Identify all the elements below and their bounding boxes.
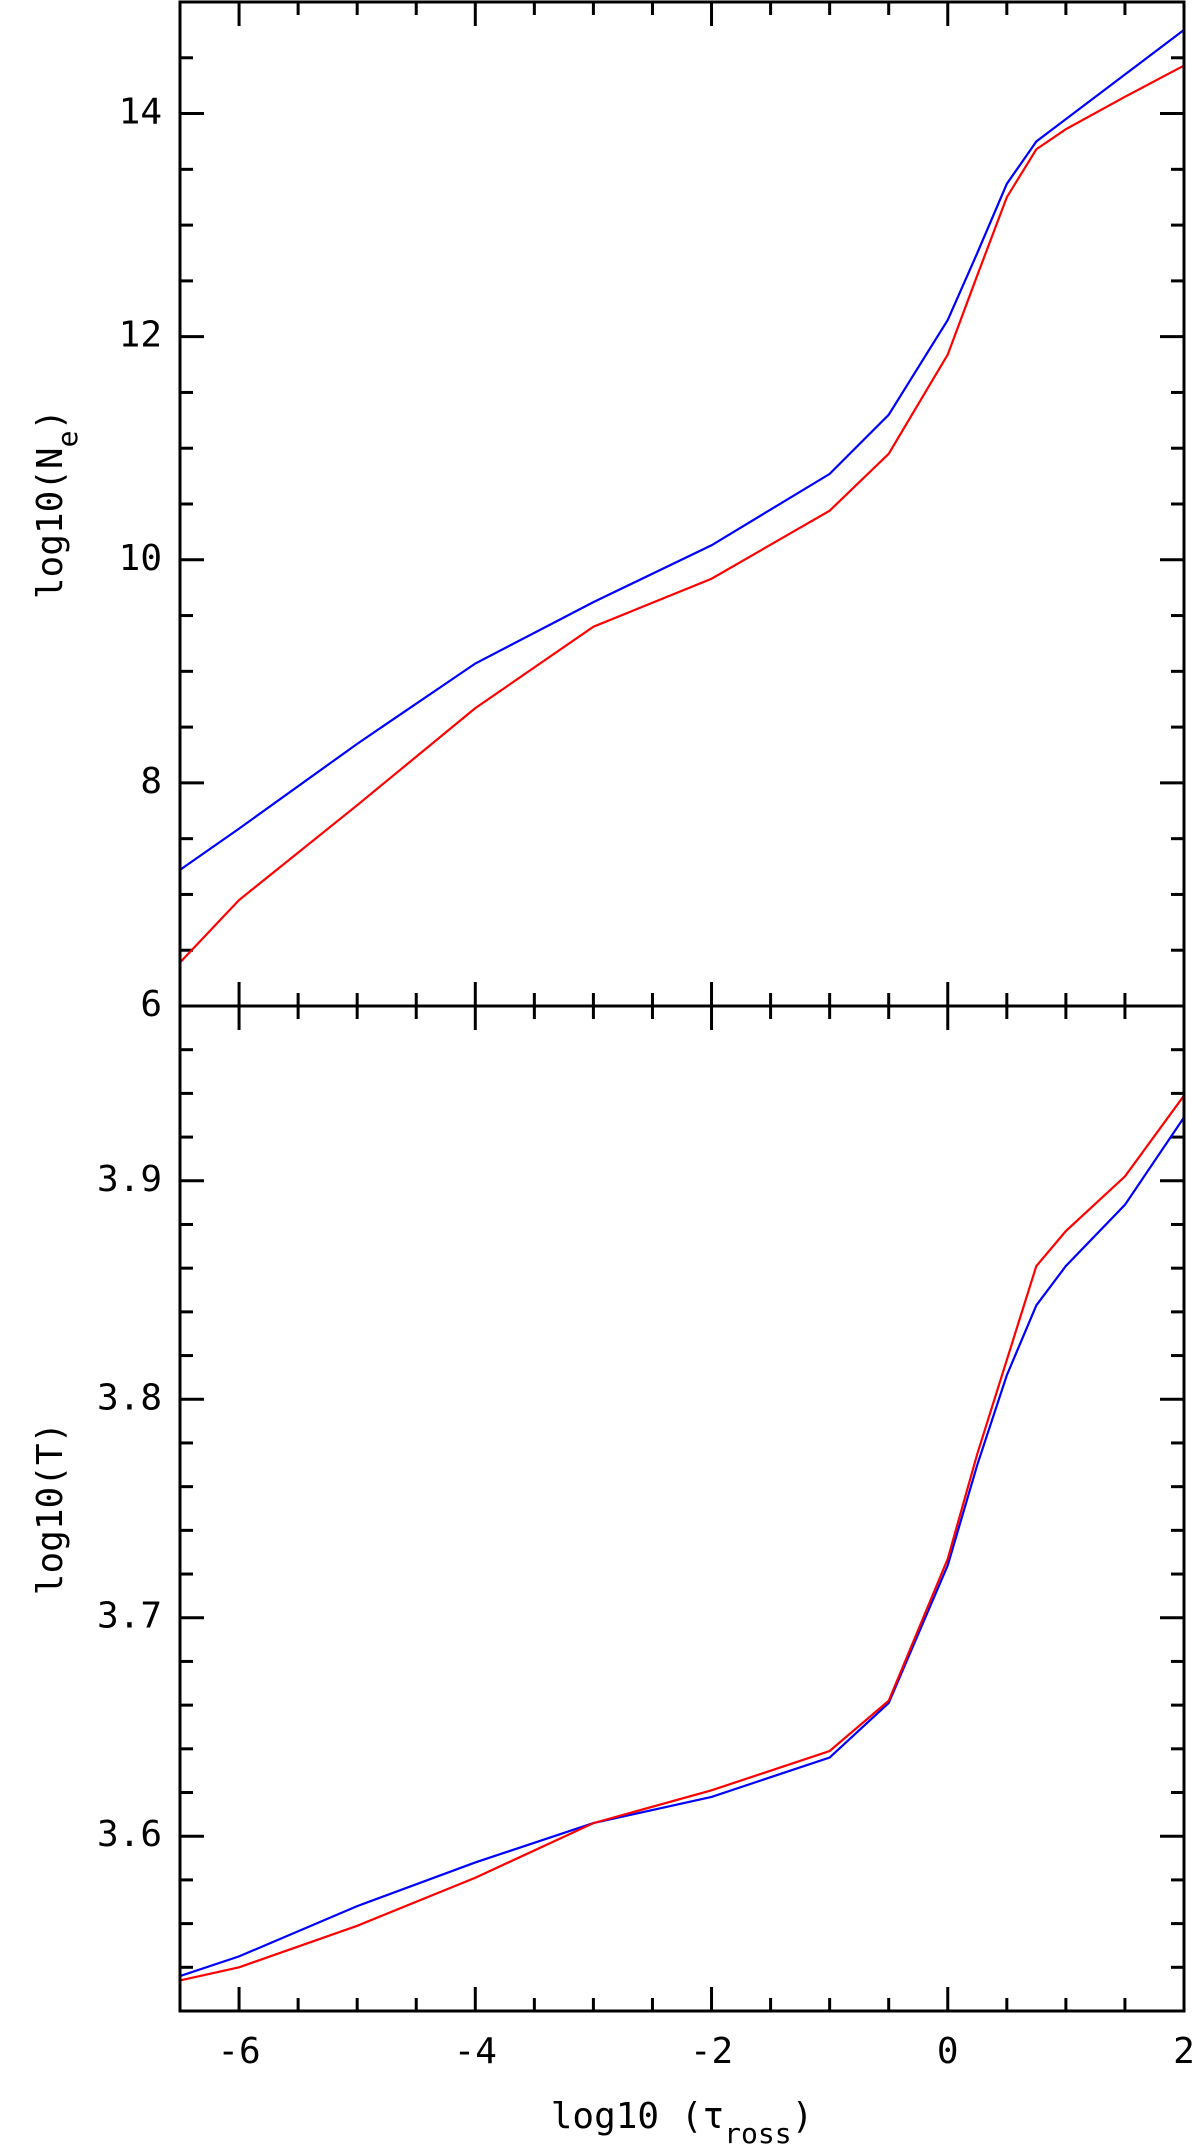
plot-frame (178, 1004, 1186, 2013)
x-tick-label: 2 (1173, 2031, 1195, 2072)
y-axis-label-part: log10(N (30, 447, 71, 599)
y-tick-label: 3.7 (97, 1596, 162, 1637)
x-tick-label: -2 (690, 2031, 733, 2072)
y-axis-label-part: log10(T) (30, 1422, 71, 1595)
data-line (179, 1094, 1185, 1982)
y-axis-label: log10(Ne) (30, 409, 84, 599)
y-axis-label: log10(T) (30, 1422, 71, 1595)
x-tick-label: 0 (937, 2031, 959, 2072)
y-axis-label-part: ) (30, 409, 71, 431)
y-tick-label: 3.9 (97, 1159, 162, 1200)
x-axis-label-part: ) (792, 2096, 814, 2137)
y-tick-label: 3.8 (97, 1377, 162, 1418)
x-axis-label-part: log10 (τ (551, 2096, 724, 2137)
x-axis-label-part: ross (724, 2117, 791, 2144)
data-line (179, 1116, 1185, 1978)
data-line (179, 29, 1185, 871)
y-tick-label: 14 (119, 92, 162, 133)
y-tick-label: 3.6 (97, 1814, 162, 1855)
y-tick-label: 6 (140, 984, 162, 1025)
y-tick-label: 10 (119, 538, 162, 579)
x-tick-label: -4 (454, 2031, 497, 2072)
data-line (179, 64, 1185, 964)
y-tick-label: 8 (140, 761, 162, 802)
y-axis-label-part: e (51, 431, 84, 448)
x-tick-label: -6 (217, 2031, 260, 2072)
x-axis-label: log10 (τross) (551, 2096, 814, 2144)
y-tick-label: 12 (119, 315, 162, 356)
